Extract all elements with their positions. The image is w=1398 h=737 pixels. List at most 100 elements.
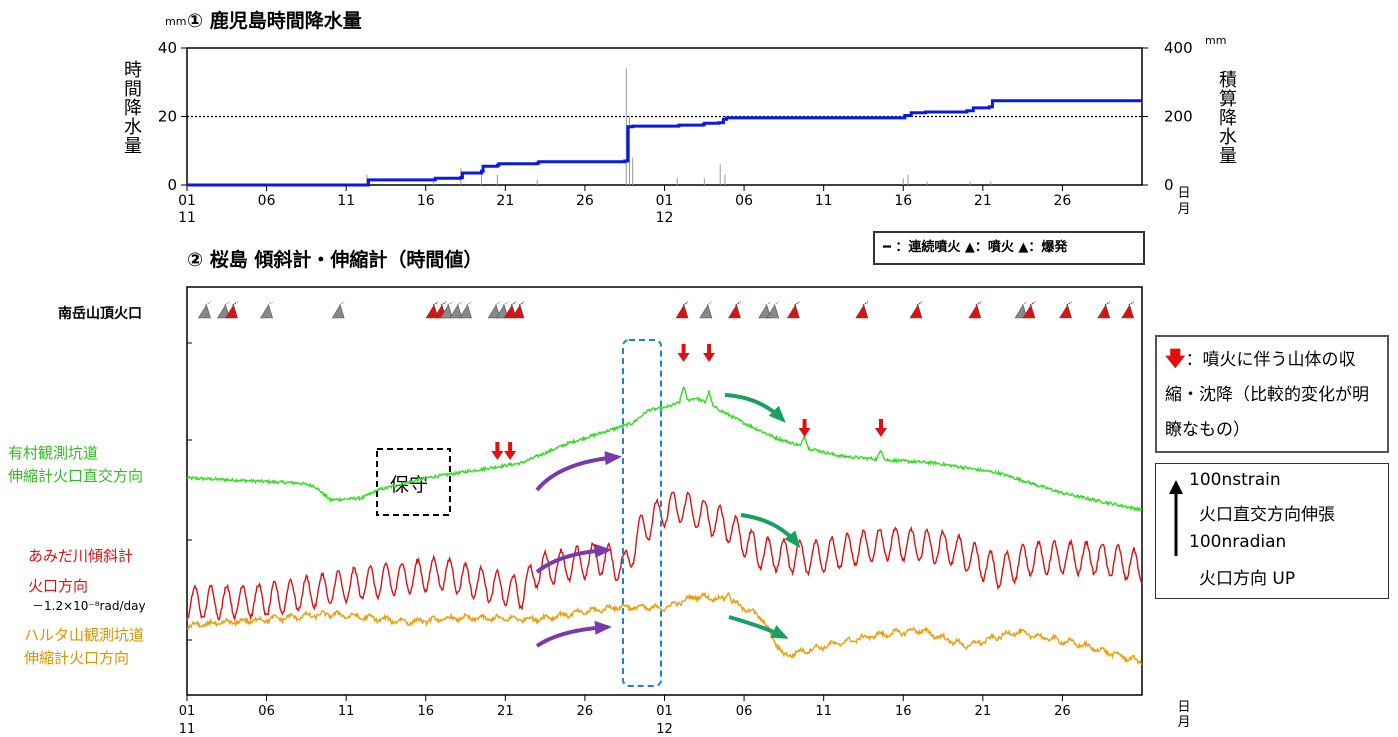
eruption-row-label: 南岳山頂火口 xyxy=(58,306,142,322)
chart2-frame xyxy=(186,286,1143,696)
trend-arrow-green-head xyxy=(784,530,801,549)
deflation-arrow-stem xyxy=(508,442,513,452)
red-arrow-icon: 🡇 xyxy=(1165,346,1186,370)
chart1-y2label: 積算降水量 xyxy=(1216,70,1237,165)
eruption-plume xyxy=(447,301,453,306)
trend-arrow-purple-head xyxy=(594,543,612,558)
eruption-plume xyxy=(338,301,345,306)
chart2-xtick-label: 21 xyxy=(975,704,992,719)
chart1-xtick-label: 06 xyxy=(258,193,276,209)
eruption-plume xyxy=(502,301,509,306)
eruption-plume xyxy=(682,301,689,306)
eruption-marker-icon xyxy=(495,304,509,319)
eruption-marker-icon xyxy=(197,304,211,319)
scale-arrow-icon xyxy=(1169,480,1183,556)
eruption-plume xyxy=(466,301,472,306)
eruption-plume xyxy=(765,301,772,306)
series-label-amida: あみだ川傾斜計 火口方向 xyxy=(28,547,134,595)
chart1-y2tick-label: 200 xyxy=(1164,108,1193,126)
scale-strain-dir: 火口直交方向伸張 xyxy=(1199,505,1335,525)
chart1-ytick-label: 0 xyxy=(167,176,177,194)
eruption-marker-icon xyxy=(1097,304,1111,319)
chart1-xtick-label: 01 xyxy=(178,193,196,209)
tilt-correction-label: －1.2×10⁻⁸rad/day xyxy=(32,599,146,613)
eruption-plume xyxy=(1021,301,1028,306)
chart1-y2-unit: mm xyxy=(1205,34,1227,47)
eruption-marker-icon xyxy=(503,304,517,319)
eruption-marker-icon xyxy=(225,304,238,319)
eruption-marker-icon xyxy=(675,304,689,319)
deflation-arrow-icon xyxy=(874,428,887,437)
chart2-month-label: 11 xyxy=(179,722,196,737)
scale-strain: 100nstrain xyxy=(1189,470,1281,490)
eruption-plume xyxy=(1066,301,1072,306)
eruption-plume xyxy=(862,301,869,306)
deflation-legend-text: ：噴火に伴う山体の収縮・沈降（比較的変化が明瞭なもの） xyxy=(1165,350,1369,440)
eruption-plume xyxy=(773,301,780,306)
trend-arrow-purple-head xyxy=(594,620,612,635)
chart1-month-label: 11 xyxy=(178,210,196,226)
chart2-xtick-label: 16 xyxy=(895,704,912,719)
deflation-arrow-icon xyxy=(504,451,517,460)
eruption-legend: ━ ：連続噴火 ▲：噴火 ▲：爆発 xyxy=(873,231,1145,265)
chart1-xtick-label: 21 xyxy=(974,193,992,209)
eruption-plume xyxy=(510,301,517,306)
chart2-xtick-label: 26 xyxy=(1054,704,1071,719)
eruption-marker-icon xyxy=(260,304,273,319)
eruption-plume xyxy=(224,301,230,306)
deflation-arrow-icon xyxy=(491,451,504,460)
deflation-arrow-stem xyxy=(878,419,883,429)
chart2-xtick-label: 11 xyxy=(815,704,832,719)
deflation-arrow-stem xyxy=(681,344,686,354)
chart2-xtick-label: 06 xyxy=(258,704,275,719)
eruption-marker-icon xyxy=(331,304,345,319)
eruption-plume xyxy=(432,301,439,306)
eruption-legend-text: ━ ：連続噴火 ▲：噴火 ▲：爆発 xyxy=(883,240,1068,255)
eruption-plume xyxy=(456,301,463,306)
chart1-title: ① 鹿児島時間降水量 xyxy=(187,10,362,32)
scale-tilt: 100nradian xyxy=(1189,532,1287,552)
highlight-period-box xyxy=(622,339,662,687)
eruption-plume xyxy=(1029,301,1036,306)
deflation-arrow-icon xyxy=(798,428,811,437)
eruption-marker-icon xyxy=(449,304,463,319)
chart1-y2tick-label: 0 xyxy=(1164,176,1174,194)
eruption-plume xyxy=(916,301,923,306)
eruption-marker-icon xyxy=(511,304,525,319)
deflation-legend: 🡇：噴火に伴う山体の収縮・沈降（比較的変化が明瞭なもの） xyxy=(1155,335,1389,453)
eruption-marker-icon xyxy=(1121,304,1135,319)
deflation-arrow-icon xyxy=(703,353,716,362)
chart1-xtick-label: 11 xyxy=(815,193,833,209)
chart2-series-line xyxy=(186,385,1143,513)
eruption-marker-icon xyxy=(217,304,231,319)
chart1-y2tick-label: 400 xyxy=(1164,39,1193,57)
eruption-marker-icon xyxy=(909,304,923,319)
chart1-xtick-label: 16 xyxy=(894,193,912,209)
series-label-arimura: 有村観測坑道 伸縮計火口直交方向 xyxy=(8,444,144,485)
trend-arrow-purple-head xyxy=(604,451,622,466)
chart1-ylabel: 時間降水量 xyxy=(121,60,142,155)
chart1-y-unit: mm xyxy=(165,15,187,28)
chart2-xtick-label: 21 xyxy=(497,704,514,719)
eruption-plume xyxy=(267,301,273,306)
eruption-marker-icon xyxy=(425,304,439,319)
eruption-plume xyxy=(975,301,982,306)
eruption-plume xyxy=(494,301,501,306)
chart1-xunit-month: 月 xyxy=(1177,202,1190,217)
eruption-plume xyxy=(518,301,525,306)
deflation-arrow-icon xyxy=(677,353,690,362)
eruption-plume xyxy=(735,301,741,306)
trend-arrow-green-head xyxy=(768,405,786,423)
chart1-month-label: 12 xyxy=(656,210,674,226)
eruption-marker-icon xyxy=(727,304,741,319)
chart2-xunit-month: 月 xyxy=(1177,715,1190,730)
eruption-plume xyxy=(794,301,800,306)
maintenance-box xyxy=(376,448,451,516)
eruption-plume xyxy=(1104,301,1111,306)
chart1-xtick-label: 26 xyxy=(1054,193,1072,209)
scale-legend: 100nstrain 火口直交方向伸張 100nradian 火口方向 UP xyxy=(1155,463,1389,599)
chart2-xtick-label: 06 xyxy=(736,704,753,719)
eruption-marker-icon xyxy=(758,304,772,319)
eruption-marker-icon xyxy=(459,304,472,319)
chart1-ytick-label: 40 xyxy=(158,39,177,57)
